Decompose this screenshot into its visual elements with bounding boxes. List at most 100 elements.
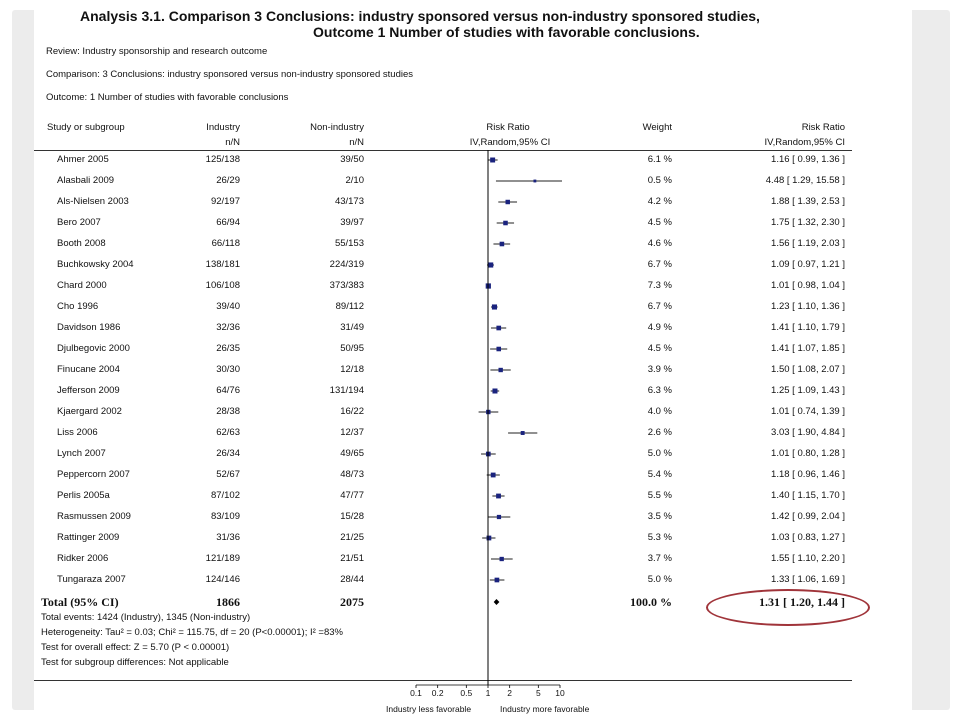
header-industry-sub: n/N bbox=[225, 137, 240, 148]
study-risk-ratio: 1.01 [ 0.74, 1.39 ] bbox=[771, 406, 845, 417]
study-name: Liss 2006 bbox=[57, 427, 98, 438]
overall-effect: Test for overall effect: Z = 5.70 (P < 0… bbox=[41, 642, 230, 653]
study-name: Cho 1996 bbox=[57, 301, 99, 312]
industry-count: 31/36 bbox=[216, 532, 240, 543]
study-weight: 6.1 % bbox=[647, 154, 672, 165]
study-risk-ratio: 1.23 [ 1.10, 1.36 ] bbox=[771, 301, 845, 312]
study-name: Bero 2007 bbox=[57, 217, 101, 228]
nonindustry-count: 50/95 bbox=[340, 343, 364, 354]
point-estimate bbox=[496, 325, 502, 331]
study-name: Djulbegovic 2000 bbox=[57, 343, 130, 354]
header-risk-ratio-plot: Risk Ratio bbox=[486, 122, 530, 133]
study-weight: 3.5 % bbox=[647, 511, 672, 522]
industry-count: 30/30 bbox=[216, 364, 240, 375]
industry-count: 52/67 bbox=[216, 469, 240, 480]
nonindustry-count: 12/18 bbox=[340, 364, 364, 375]
nonindustry-count: 21/25 bbox=[340, 532, 364, 543]
nonindustry-count: 47/77 bbox=[340, 490, 364, 501]
study-risk-ratio: 1.42 [ 0.99, 2.04 ] bbox=[771, 511, 845, 522]
industry-count: 138/181 bbox=[205, 259, 240, 270]
analysis-title: Analysis 3.1. Comparison 3 Conclusions: … bbox=[80, 8, 760, 24]
point-estimate bbox=[499, 556, 504, 562]
study-weight: 4.6 % bbox=[647, 238, 672, 249]
study-name: Kjaergard 2002 bbox=[57, 406, 122, 417]
point-estimate bbox=[533, 179, 537, 183]
study-risk-ratio: 1.25 [ 1.09, 1.43 ] bbox=[771, 385, 845, 396]
study-risk-ratio: 1.55 [ 1.10, 2.20 ] bbox=[771, 553, 845, 564]
pooled-diamond bbox=[493, 599, 500, 605]
total-weight: 100.0 % bbox=[630, 595, 672, 609]
header-risk-ratio-sub: IV,Random,95% CI bbox=[764, 137, 845, 148]
point-estimate bbox=[498, 367, 503, 373]
study-weight: 4.2 % bbox=[647, 196, 672, 207]
study-name: Perlis 2005a bbox=[57, 490, 110, 501]
study-name: Davidson 1986 bbox=[57, 322, 121, 333]
total-industry: 1866 bbox=[216, 595, 240, 609]
header-nonindustry: Non-industry bbox=[310, 122, 364, 133]
point-estimate bbox=[499, 241, 505, 247]
study-name: Rasmussen 2009 bbox=[57, 511, 131, 522]
industry-count: 106/108 bbox=[205, 280, 240, 291]
x-tick-label: 2 bbox=[507, 688, 512, 698]
header-risk-ratio-plot-sub: IV,Random,95% CI bbox=[469, 137, 551, 148]
study-risk-ratio: 1.01 [ 0.98, 1.04 ] bbox=[771, 280, 845, 291]
header-industry: Industry bbox=[206, 122, 240, 133]
header-risk-ratio: Risk Ratio bbox=[801, 122, 845, 133]
industry-count: 28/38 bbox=[216, 406, 240, 417]
study-weight: 6.3 % bbox=[647, 385, 672, 396]
study-risk-ratio: 1.56 [ 1.19, 2.03 ] bbox=[771, 238, 845, 249]
study-name: Ahmer 2005 bbox=[57, 154, 109, 165]
study-weight: 5.0 % bbox=[647, 448, 672, 459]
industry-count: 26/29 bbox=[216, 175, 240, 186]
study-weight: 4.5 % bbox=[647, 343, 672, 354]
study-risk-ratio: 1.40 [ 1.15, 1.70 ] bbox=[771, 490, 845, 501]
header-weight: Weight bbox=[642, 122, 672, 133]
outcome-line: Outcome: 1 Number of studies with favora… bbox=[46, 92, 289, 103]
study-risk-ratio: 4.48 [ 1.29, 15.58 ] bbox=[765, 175, 845, 186]
x-tick-label: 1 bbox=[486, 688, 491, 698]
point-estimate bbox=[503, 220, 508, 226]
x-tick-label: 0.5 bbox=[460, 688, 472, 698]
study-name: Finucane 2004 bbox=[57, 364, 120, 375]
study-weight: 3.7 % bbox=[647, 553, 672, 564]
study-risk-ratio: 1.09 [ 0.97, 1.21 ] bbox=[771, 259, 845, 270]
study-risk-ratio: 3.03 [ 1.90, 4.84 ] bbox=[771, 427, 845, 438]
subgroup-differences: Test for subgroup differences: Not appli… bbox=[41, 657, 229, 668]
total-highlight-ellipse bbox=[706, 589, 870, 626]
header-study: Study or subgroup bbox=[47, 122, 125, 133]
x-tick-label: 10 bbox=[555, 688, 565, 698]
nonindustry-count: 48/73 bbox=[340, 469, 364, 480]
study-weight: 4.9 % bbox=[647, 322, 672, 333]
total-nonindustry: 2075 bbox=[340, 595, 364, 609]
analysis-subtitle: Outcome 1 Number of studies with favorab… bbox=[313, 24, 700, 40]
industry-count: 66/118 bbox=[211, 238, 240, 249]
nonindustry-count: 15/28 bbox=[340, 511, 364, 522]
study-risk-ratio: 1.50 [ 1.08, 2.07 ] bbox=[771, 364, 845, 375]
industry-count: 87/102 bbox=[210, 490, 240, 501]
point-estimate bbox=[505, 199, 510, 205]
point-estimate bbox=[520, 431, 525, 435]
point-estimate bbox=[496, 514, 502, 520]
point-estimate bbox=[494, 577, 500, 583]
nonindustry-count: 16/22 bbox=[340, 406, 364, 417]
study-risk-ratio: 1.03 [ 0.83, 1.27 ] bbox=[771, 532, 845, 543]
study-weight: 3.9 % bbox=[647, 364, 672, 375]
nonindustry-count: 43/173 bbox=[334, 196, 364, 207]
study-name: Chard 2000 bbox=[57, 280, 107, 291]
study-risk-ratio: 1.01 [ 0.80, 1.28 ] bbox=[771, 448, 845, 459]
comparison-line: Comparison: 3 Conclusions: industry spon… bbox=[46, 69, 413, 80]
industry-count: 83/109 bbox=[210, 511, 240, 522]
industry-count: 32/36 bbox=[216, 322, 240, 333]
point-estimate bbox=[492, 388, 498, 394]
x-tick-label: 0.1 bbox=[410, 688, 422, 698]
study-name: Peppercorn 2007 bbox=[57, 469, 130, 480]
industry-count: 62/63 bbox=[216, 427, 240, 438]
nonindustry-count: 21/51 bbox=[340, 553, 364, 564]
study-risk-ratio: 1.41 [ 1.10, 1.79 ] bbox=[771, 322, 845, 333]
nonindustry-count: 89/112 bbox=[335, 301, 364, 312]
axis-label-left: Industry less favorable bbox=[386, 704, 472, 714]
study-risk-ratio: 1.33 [ 1.06, 1.69 ] bbox=[771, 574, 845, 585]
study-name: Alasbali 2009 bbox=[57, 175, 115, 186]
study-weight: 5.3 % bbox=[647, 532, 672, 543]
